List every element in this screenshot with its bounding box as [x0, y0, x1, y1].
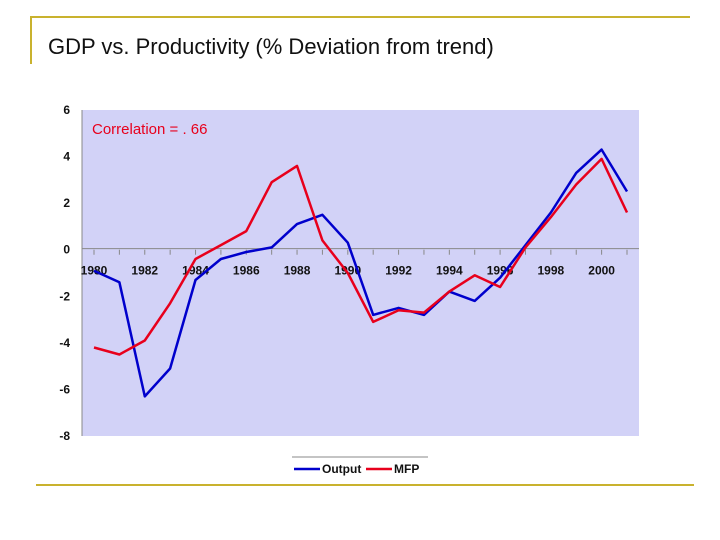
series-lines [93, 148, 629, 398]
legend-label-mfp: MFP [394, 462, 419, 476]
series-line-mfp [93, 157, 629, 356]
y-tick-label: -2 [59, 289, 70, 303]
y-tick-label: -6 [59, 382, 70, 396]
y-tick-label: 0 [63, 243, 70, 257]
x-tick-label: 1988 [284, 264, 311, 278]
x-tick-label: 2000 [588, 264, 615, 278]
slide-title: GDP vs. Productivity (% Deviation from t… [48, 34, 494, 59]
footer-rule [36, 484, 694, 486]
x-tick-label: 1994 [436, 264, 463, 278]
x-tick-label: 1982 [131, 264, 158, 278]
x-tick-label: 1986 [233, 264, 260, 278]
correlation-annotation: Correlation = . 66 [92, 121, 207, 138]
title-rule-horizontal [30, 16, 690, 18]
plot-area [82, 110, 639, 436]
x-ticks [93, 249, 628, 255]
legend: Output MFP [292, 456, 428, 476]
y-tick-label: 6 [63, 103, 70, 117]
y-tick-labels: 6 4 2 0 -2 -4 -6 -8 [59, 103, 70, 443]
x-tick-label: 1998 [538, 264, 565, 278]
legend-label-output: Output [322, 462, 361, 476]
series-line-output [93, 148, 629, 398]
x-tick-label: 1990 [334, 264, 361, 278]
title-rule-vertical [30, 16, 32, 64]
x-tick-label: 1992 [385, 264, 412, 278]
y-tick-label: 2 [63, 196, 70, 210]
y-tick-label: -8 [59, 429, 70, 443]
y-tick-label: 4 [63, 150, 70, 164]
y-tick-label: -4 [59, 336, 70, 350]
